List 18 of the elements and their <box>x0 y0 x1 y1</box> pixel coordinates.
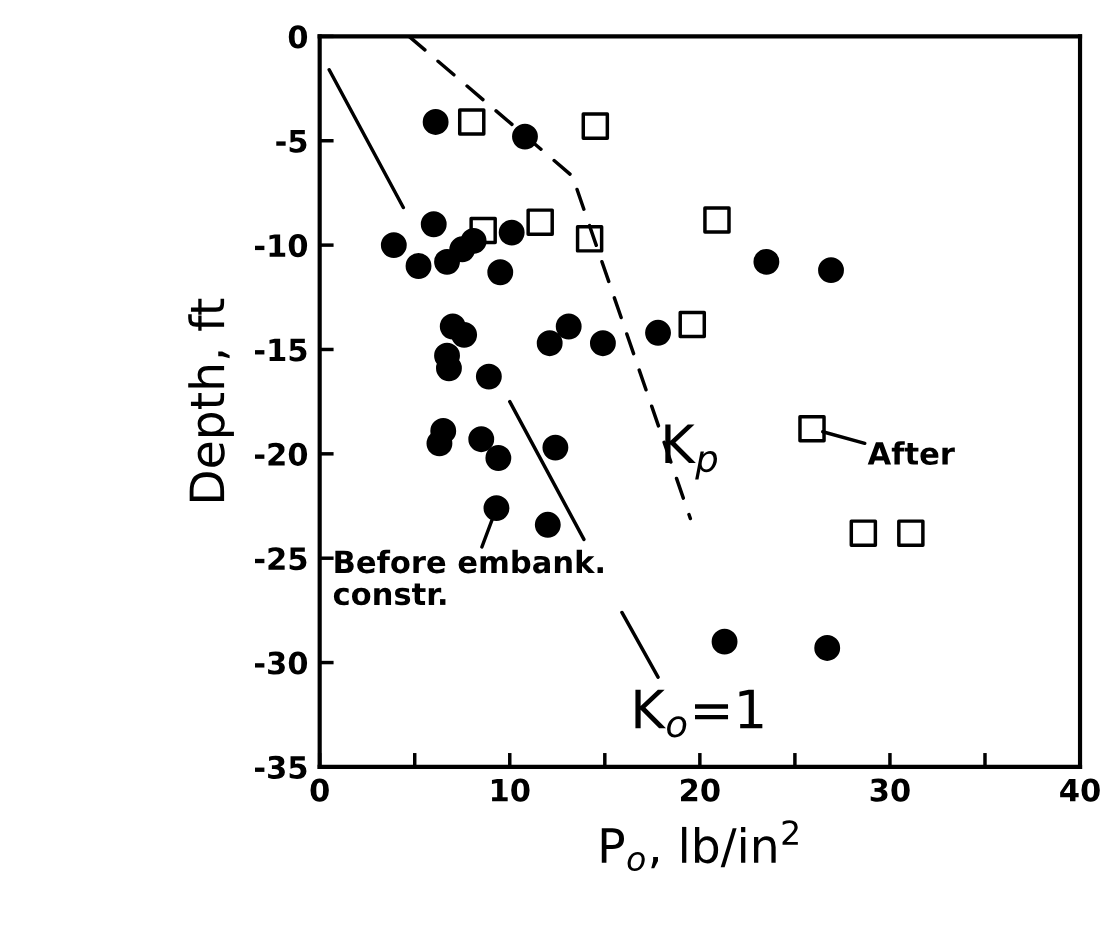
y-tick-label: -10 <box>255 234 308 258</box>
y-tick-label: -15 <box>255 338 307 362</box>
x-tick-label: 10 <box>491 778 530 802</box>
annotation: K$_{o}$=1 <box>635 689 763 738</box>
x-tick-label: 0 <box>310 778 329 802</box>
annotation: After <box>867 441 955 465</box>
x-tick-label: 30 <box>870 778 910 802</box>
y-tick-label: 0 <box>288 25 308 49</box>
y-tick-label: -20 <box>255 442 308 466</box>
y-tick-label: -25 <box>255 547 307 571</box>
x-axis-title: P$_{o}$, lb/in$^{2}$ <box>601 820 798 872</box>
y-tick-label: -30 <box>255 651 308 675</box>
annotation: Before embank. constr. <box>333 549 603 606</box>
y-tick-label: -5 <box>276 130 307 153</box>
x-tick-label: 20 <box>681 778 720 802</box>
y-axis-title: Depth, ft <box>188 298 234 502</box>
y-tick-label: -35 <box>255 755 307 779</box>
x-tick-label: 40 <box>1060 778 1100 802</box>
